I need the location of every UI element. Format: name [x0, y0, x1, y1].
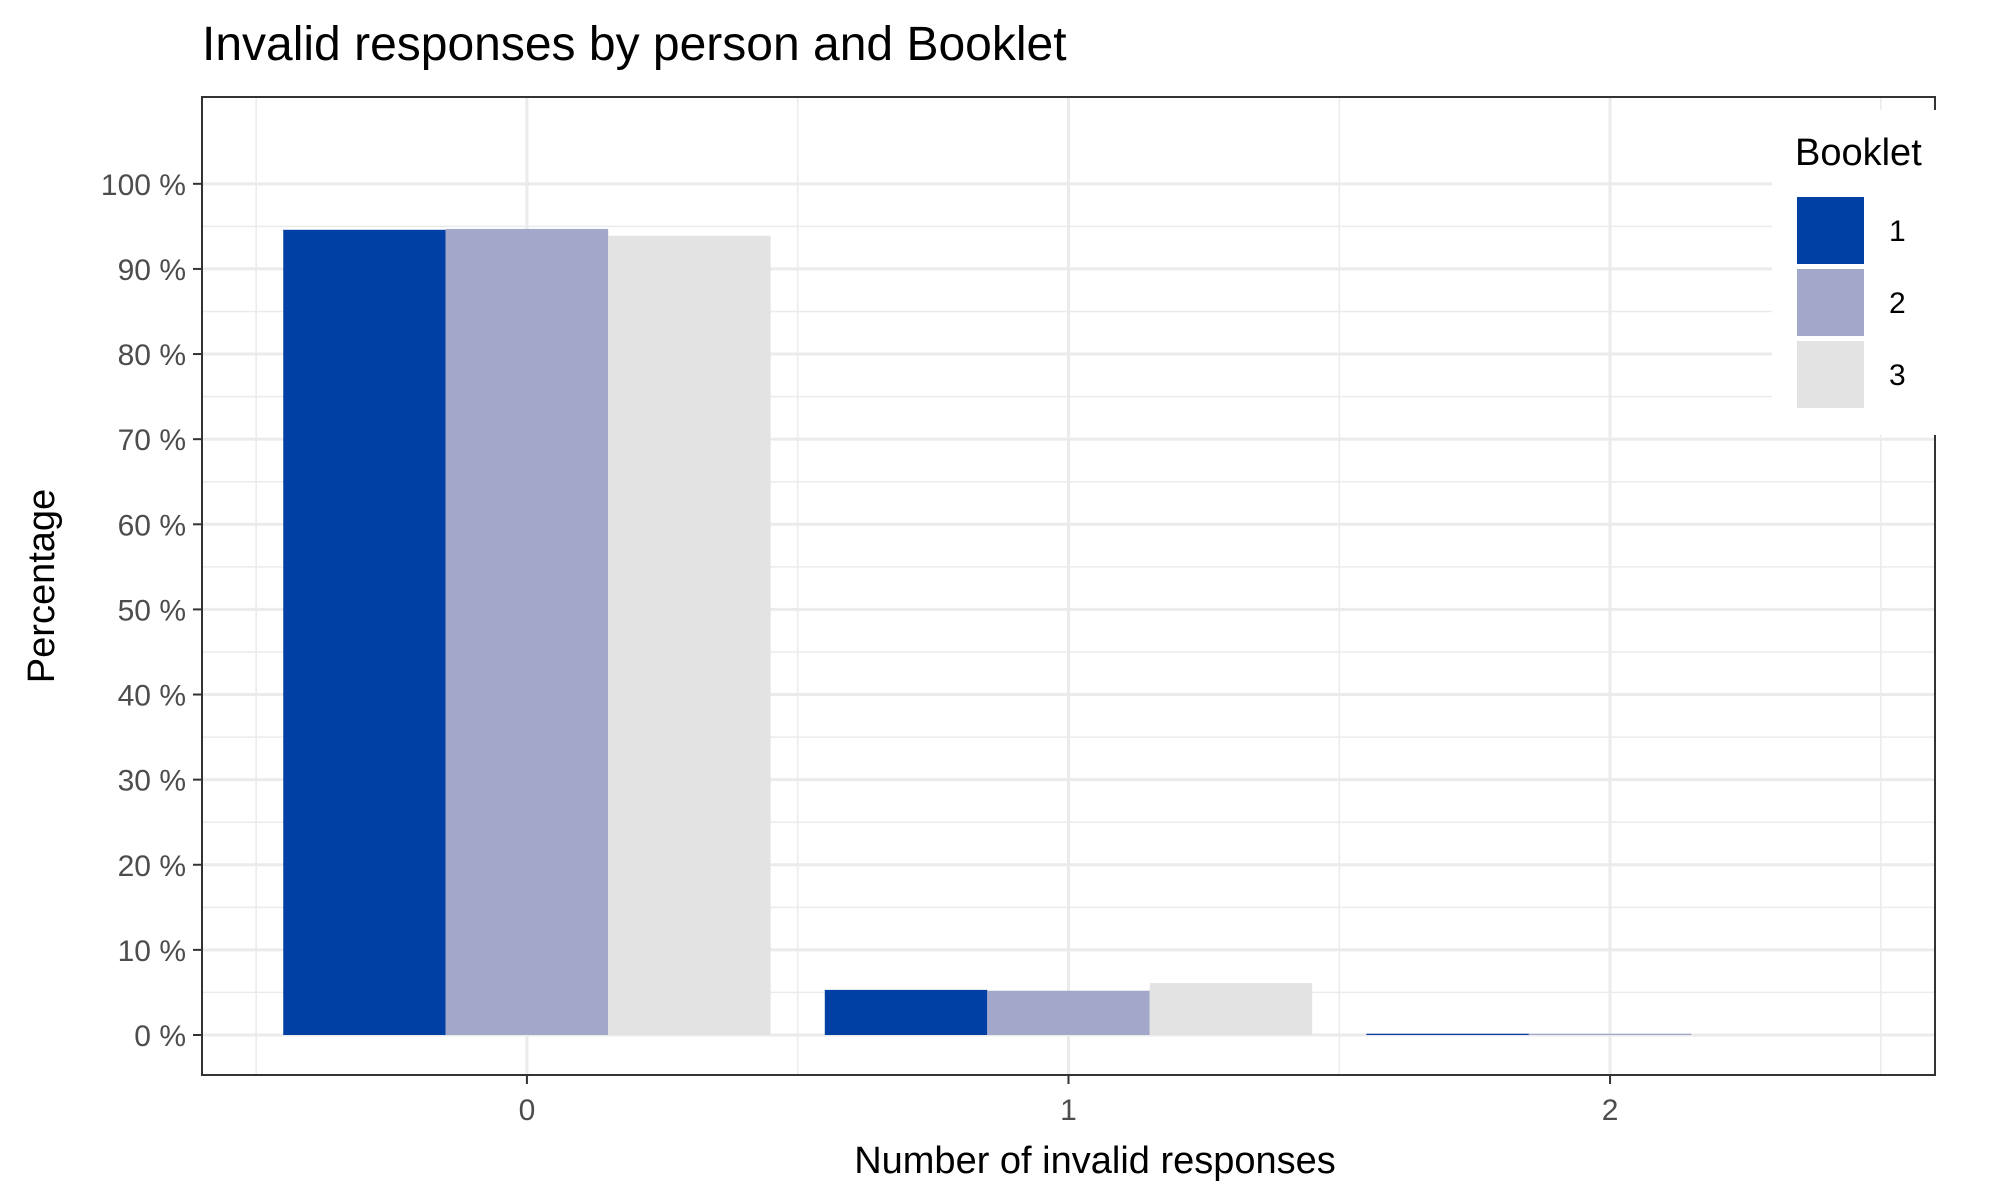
y-tick-label: 80 %: [118, 339, 186, 372]
legend-key: [1797, 341, 1864, 408]
y-tick-label: 70 %: [118, 424, 186, 457]
y-tick-label: 100 %: [101, 169, 186, 202]
bar: [608, 235, 771, 1035]
chart-title: Invalid responses by person and Booklet: [202, 18, 1067, 71]
bar: [283, 229, 446, 1035]
x-tick-label: 0: [519, 1094, 536, 1127]
y-axis-title: Percentage: [21, 489, 63, 683]
y-tick-label: 10 %: [118, 935, 186, 968]
legend-key: [1797, 197, 1864, 264]
legend-title: Booklet: [1795, 132, 1922, 174]
bar: [1149, 983, 1313, 1035]
y-tick-label: 90 %: [118, 254, 186, 287]
bar: [1528, 1033, 1692, 1035]
bar: [445, 228, 609, 1035]
y-tick-label: 40 %: [118, 680, 186, 713]
x-tick-label: 2: [1602, 1094, 1619, 1127]
plot-area: 0 % 10 % 20 % 30 % 40 % 50 % 60 % 70 % 80 % 90 % 1…: [101, 96, 1936, 1127]
bar: [987, 990, 1150, 1035]
y-tick-label: 30 %: [118, 765, 186, 798]
legend-label: 3: [1889, 359, 1906, 392]
x-tick-label: 1: [1060, 1094, 1077, 1127]
legend: Booklet 1 2 3: [1772, 110, 1968, 435]
y-tick-label: 60 %: [118, 509, 186, 542]
y-tick-label: 0 %: [134, 1020, 186, 1053]
plot-border: [201, 96, 1936, 1076]
legend-key: [1797, 269, 1864, 336]
legend-label: 1: [1889, 215, 1906, 248]
x-axis-title: Number of invalid responses: [854, 1140, 1336, 1182]
bar: [1366, 1033, 1529, 1035]
y-tick-label: 20 %: [118, 850, 186, 883]
y-tick-label: 50 %: [118, 594, 186, 627]
legend-label: 2: [1889, 287, 1906, 320]
bar: [824, 989, 988, 1035]
